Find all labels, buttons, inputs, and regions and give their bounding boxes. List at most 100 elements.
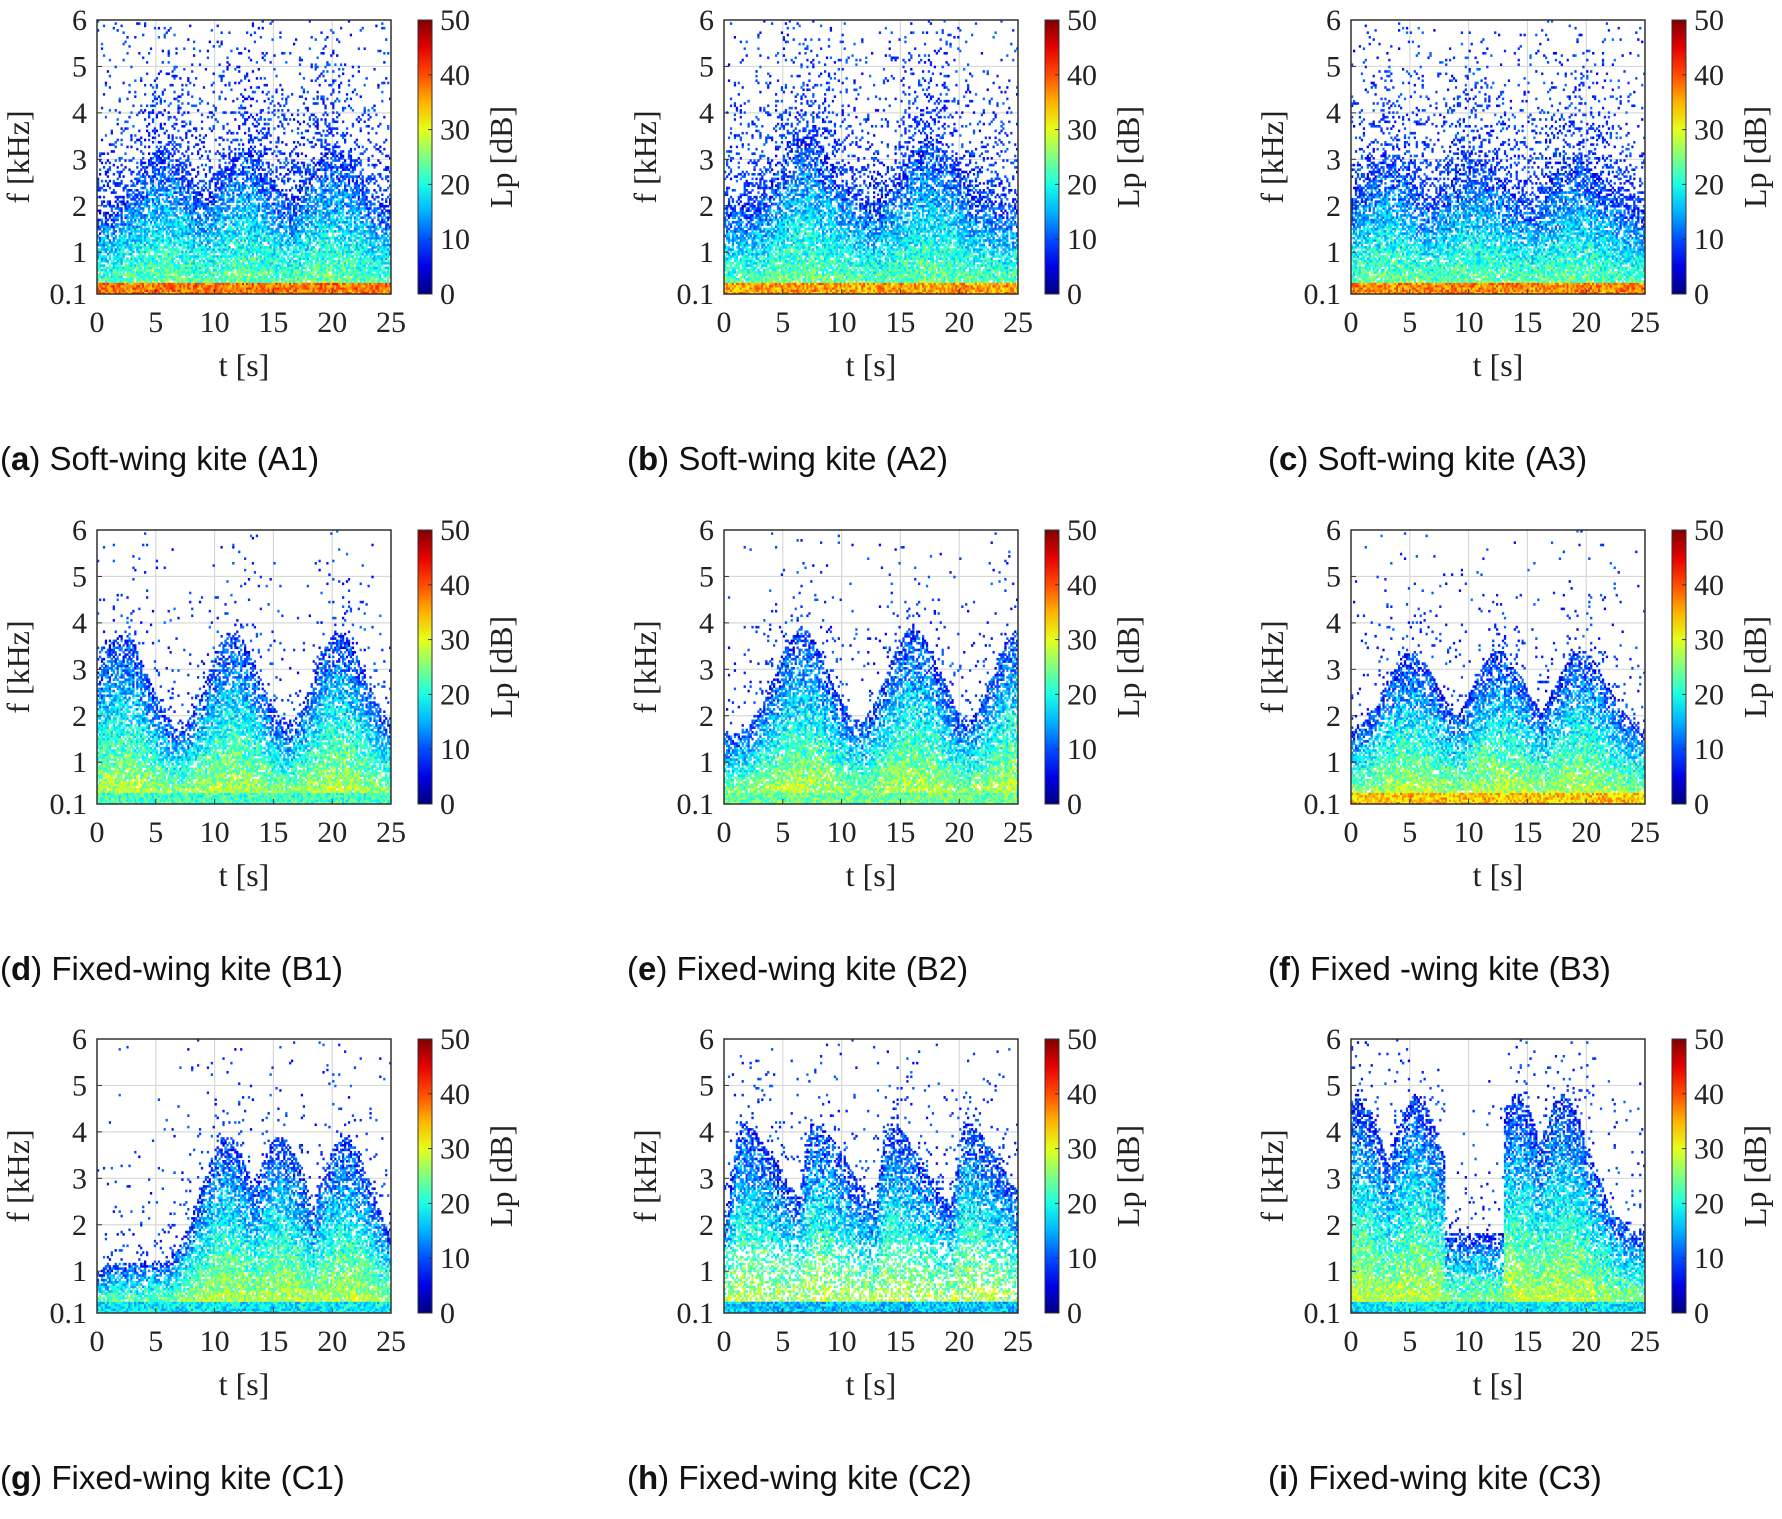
spectrogram-cell — [209, 194, 211, 197]
spectrogram-cell — [126, 273, 128, 276]
spectrogram-cell — [244, 98, 246, 101]
spectrogram-cell — [164, 189, 166, 192]
spectrogram-cell — [228, 82, 230, 85]
spectrogram-cell — [191, 134, 193, 137]
spectrogram-cell — [136, 267, 138, 270]
spectrogram-cell — [281, 180, 283, 183]
spectrogram-cell — [277, 141, 279, 144]
spectrogram-cell — [213, 244, 215, 247]
spectrogram-cell — [291, 230, 293, 233]
spectrogram-cell — [244, 171, 246, 174]
spectrogram-cell — [271, 264, 273, 267]
spectrogram-cell — [248, 171, 250, 174]
spectrogram-cell — [271, 219, 273, 222]
spectrogram-cell — [205, 239, 207, 242]
spectrogram-cell — [179, 235, 181, 238]
spectrogram-cell — [99, 212, 101, 215]
spectrogram-cell — [252, 123, 254, 126]
spectrogram-cell — [232, 111, 234, 114]
spectrogram-cell — [248, 219, 250, 222]
spectrogram-cell — [222, 235, 224, 238]
spectrogram-cell — [213, 175, 215, 178]
spectrogram-cell — [179, 95, 181, 98]
spectrogram-cell — [268, 262, 270, 265]
spectrogram-cell — [101, 47, 103, 50]
spectrogram-cell — [234, 253, 236, 256]
spectrogram-cell — [195, 194, 197, 197]
spectrogram-cell — [195, 143, 197, 146]
spectrogram-cell — [175, 255, 177, 258]
spectrogram-cell — [140, 196, 142, 199]
spectrogram-cell — [128, 205, 130, 208]
spectrogram-cell — [107, 171, 109, 174]
spectrogram-cell — [150, 271, 152, 274]
spectrogram-cell — [283, 207, 285, 210]
spectrogram-cell — [164, 89, 166, 92]
spectrogram-cell — [168, 111, 170, 114]
spectrogram-cell — [117, 264, 119, 267]
spectrogram-cell — [183, 253, 185, 256]
spectrogram-cell — [252, 239, 254, 242]
spectrogram-cell — [105, 273, 107, 276]
spectrogram-cell — [130, 232, 132, 235]
spectrogram-cell — [179, 278, 181, 281]
spectrogram-cell — [183, 283, 185, 286]
spectrogram-cell — [254, 230, 256, 233]
spectrogram-cell — [160, 175, 162, 178]
spectrogram-cell — [173, 91, 175, 94]
spectrogram-cell — [126, 283, 128, 286]
spectrogram-cell — [215, 109, 217, 112]
spectrogram-cell — [162, 171, 164, 174]
spectrogram-cell — [238, 237, 240, 240]
spectrogram-cell — [144, 244, 146, 247]
spectrogram-cell — [193, 280, 195, 283]
spectrogram-cell — [242, 285, 244, 288]
spectrogram-cell — [215, 242, 217, 245]
spectrogram-cell — [107, 70, 109, 73]
spectrogram-cell — [166, 216, 168, 219]
spectrogram-cell — [126, 271, 128, 274]
spectrogram-cell — [254, 189, 256, 192]
spectrogram-cell — [228, 205, 230, 208]
spectrogram-cell — [201, 196, 203, 199]
spectrogram-cell — [166, 230, 168, 233]
spectrogram-cell — [215, 228, 217, 231]
spectrogram-cell — [121, 244, 123, 247]
spectrogram-cell — [166, 244, 168, 247]
spectrogram-cell — [281, 280, 283, 283]
spectrogram-cell — [219, 246, 221, 249]
spectrogram-cell — [136, 162, 138, 165]
spectrogram-cell — [134, 212, 136, 215]
spectrogram-cell — [136, 180, 138, 183]
spectrogram-cell — [291, 273, 293, 276]
spectrogram-cell — [252, 248, 254, 251]
spectrogram-cell — [109, 258, 111, 261]
spectrogram-cell — [156, 155, 158, 158]
spectrogram-cell — [121, 273, 123, 276]
spectrogram-cell — [215, 255, 217, 258]
spectrogram-cell — [217, 264, 219, 267]
spectrogram-cell — [234, 226, 236, 229]
spectrogram-cell — [130, 226, 132, 229]
spectrogram-cell — [140, 269, 142, 272]
spectrogram-cell — [160, 127, 162, 130]
spectrogram-cell — [185, 273, 187, 276]
spectrogram-cell — [113, 180, 115, 183]
spectrogram-cell — [289, 200, 291, 203]
spectrogram-cell — [107, 223, 109, 226]
spectrogram-cell — [213, 273, 215, 276]
spectrogram-cell — [181, 182, 183, 185]
spectrogram-cell — [179, 107, 181, 110]
spectrogram-cell — [199, 285, 201, 288]
spectrogram-cell — [126, 269, 128, 272]
spectrogram-cell — [266, 276, 268, 279]
spectrogram-cell — [293, 173, 295, 176]
spectrogram-cell — [173, 150, 175, 153]
spectrogram-cell — [222, 283, 224, 286]
spectrogram-cell — [173, 273, 175, 276]
spectrogram-cell — [268, 239, 270, 242]
spectrogram-cell — [244, 283, 246, 286]
spectrogram-cell — [166, 237, 168, 240]
spectrogram-cell — [124, 262, 126, 265]
spectrogram-cell — [203, 207, 205, 210]
